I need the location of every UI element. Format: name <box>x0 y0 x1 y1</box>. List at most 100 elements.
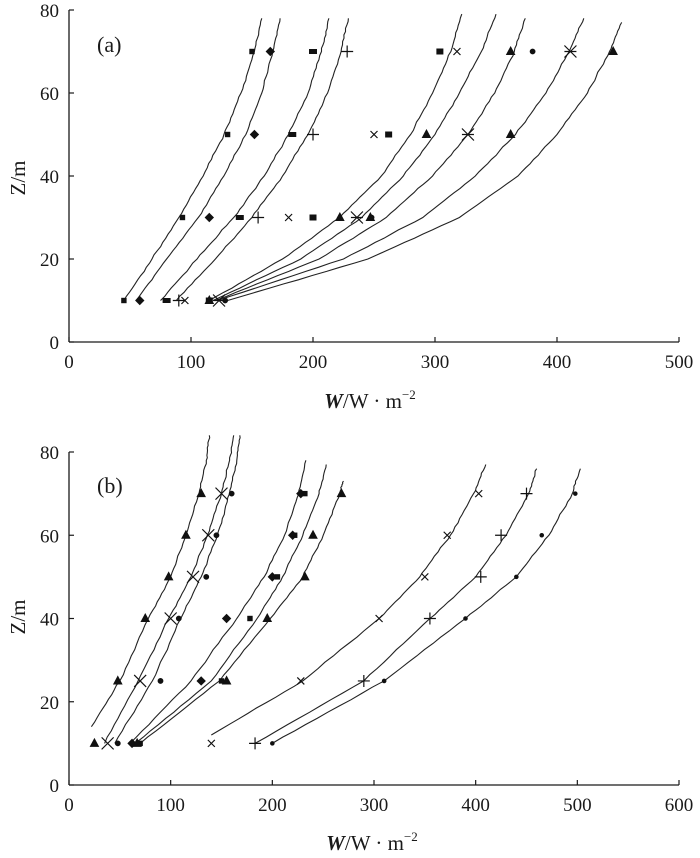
x-tick-label: 200 <box>299 352 328 373</box>
x-tick-label: 300 <box>360 795 389 816</box>
panel-b-axes: 0 100 200 300 400 500 600 0 20 40 60 80 <box>40 443 693 816</box>
x-tick-label: 0 <box>64 352 74 373</box>
data-point-triangle <box>112 675 123 685</box>
data-point-dot <box>270 741 275 746</box>
data-point-square <box>274 574 281 580</box>
panel-a-axes: 0 100 200 300 400 500 0 20 40 60 80 <box>40 1 693 373</box>
panel-b-markers <box>89 487 578 750</box>
y-tick-label: 0 <box>50 333 60 354</box>
data-point-diamond <box>249 129 260 140</box>
y-tick-label: 80 <box>40 443 59 464</box>
y-tick-label: 0 <box>50 776 60 797</box>
data-point-dot <box>203 573 210 580</box>
data-point-diamond <box>196 676 206 686</box>
data-point-diamond <box>265 46 276 57</box>
series-curve <box>254 468 538 744</box>
panel-b-label: (b) <box>97 473 123 498</box>
data-point-x <box>375 614 384 623</box>
data-point-triangle <box>221 675 232 685</box>
y-tick-label: 60 <box>40 526 59 547</box>
data-point-triangle <box>421 128 432 138</box>
data-point-x <box>453 47 461 56</box>
series-curve <box>212 13 497 302</box>
data-point-plus <box>423 612 436 625</box>
x-tick-label: 200 <box>258 795 287 816</box>
panel-b-curves <box>90 435 581 744</box>
data-point-triangle <box>181 529 191 539</box>
x-tick-label: 500 <box>563 795 592 816</box>
panel-a-markers <box>121 45 618 307</box>
x-tick-label: 600 <box>665 795 694 816</box>
data-point-dot <box>157 678 164 684</box>
data-point-dot <box>529 48 536 55</box>
data-point-x <box>443 531 452 540</box>
data-point-dash <box>235 215 244 220</box>
data-point-x <box>186 570 200 584</box>
data-point-plus <box>357 674 370 687</box>
data-point-dot <box>573 491 578 496</box>
series-curve <box>215 18 526 302</box>
data-point-x <box>474 489 483 498</box>
series-curve <box>209 13 463 301</box>
data-point-x <box>215 487 228 501</box>
data-point-triangle <box>204 294 215 304</box>
series-curve <box>123 18 263 301</box>
data-point-asterisk <box>461 128 475 141</box>
data-point-dot <box>114 740 121 747</box>
data-point-triangle <box>336 488 347 498</box>
panel-a-x-title: W/W · m−2 <box>324 387 416 413</box>
data-point-square <box>249 48 255 55</box>
x-tick-label: 400 <box>461 795 490 816</box>
data-point-plus <box>307 128 319 141</box>
data-point-plus <box>520 487 533 500</box>
x-tick-label: 0 <box>64 795 74 816</box>
data-point-dot <box>381 678 387 684</box>
panel-a-label: (a) <box>97 32 121 57</box>
data-point-square <box>179 214 186 221</box>
data-point-x <box>133 674 147 688</box>
data-point-dot <box>514 574 519 580</box>
data-point-x <box>201 528 215 542</box>
data-point-dot <box>228 490 235 497</box>
series-curve <box>135 18 281 301</box>
data-point-dash <box>162 298 171 303</box>
data-point-x <box>296 677 305 685</box>
data-point-asterisk <box>350 211 364 224</box>
series-curve <box>227 22 623 302</box>
series-curve <box>211 464 487 736</box>
data-point-triangle <box>505 45 516 55</box>
data-point-dot <box>222 297 229 304</box>
data-point-square <box>224 131 231 138</box>
data-point-square <box>121 297 127 304</box>
data-point-square <box>436 48 444 55</box>
data-point-x <box>180 296 189 305</box>
y-tick-label: 20 <box>40 250 59 271</box>
x-tick-label: 400 <box>543 352 572 373</box>
data-point-triangle <box>132 737 142 747</box>
series-curve <box>217 18 585 302</box>
data-point-square <box>247 615 253 622</box>
series-curve <box>160 18 330 301</box>
data-point-triangle <box>140 612 151 622</box>
panel-a-y-title: Z/m <box>6 161 30 196</box>
data-point-dot <box>213 532 220 539</box>
data-point-square <box>292 532 298 538</box>
data-point-triangle <box>608 45 618 55</box>
data-point-square <box>385 131 393 138</box>
series-curve <box>134 464 327 744</box>
y-tick-label: 40 <box>40 167 59 188</box>
data-point-triangle <box>505 128 516 138</box>
panel-b-y-title: Z/m <box>6 600 30 635</box>
data-point-triangle <box>262 612 273 622</box>
data-point-dot <box>368 214 375 221</box>
data-point-x <box>207 739 216 748</box>
data-point-triangle <box>300 571 310 581</box>
data-point-triangle <box>163 571 174 581</box>
series-curve <box>139 480 344 744</box>
panel-b-x-title: W/W · m−2 <box>326 829 418 855</box>
data-point-diamond <box>221 613 232 624</box>
data-point-x <box>370 130 378 139</box>
data-point-diamond <box>204 212 215 223</box>
